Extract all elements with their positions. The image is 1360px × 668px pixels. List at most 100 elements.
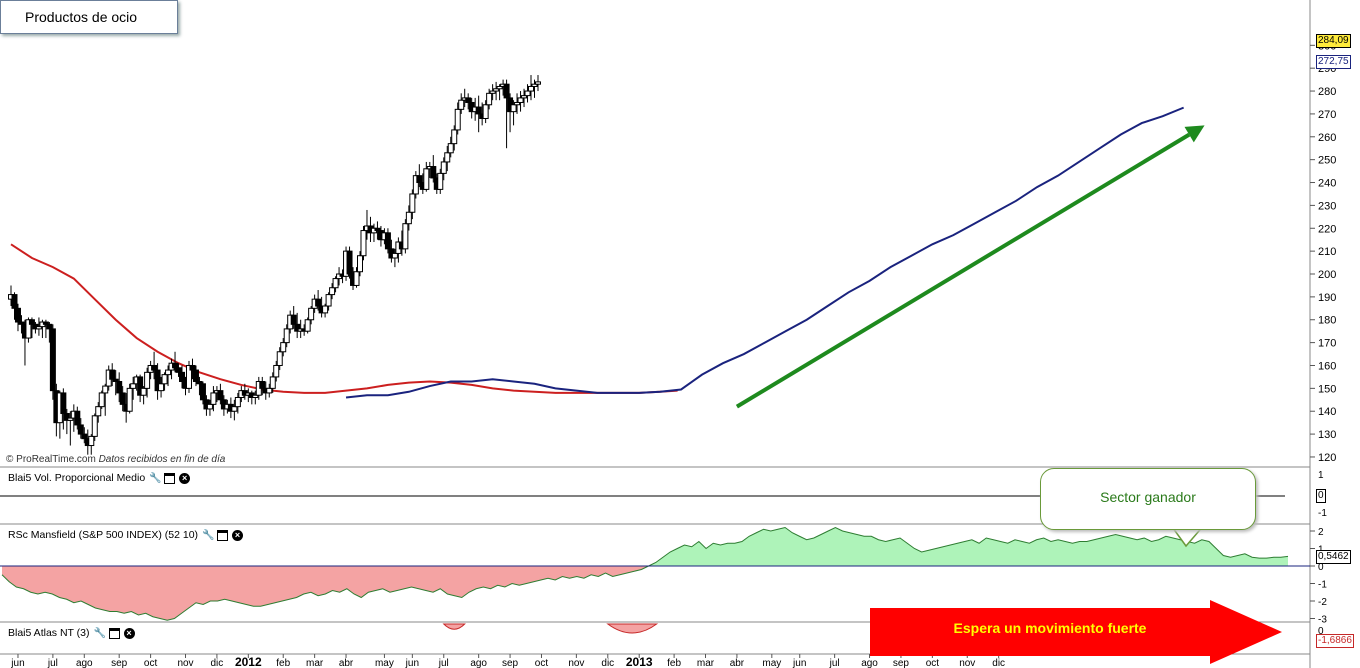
x-tick-label: 2013 bbox=[626, 655, 653, 668]
x-tick-label: dic bbox=[601, 658, 614, 668]
copyright-note: © ProRealTime.com Datos recibidos en fin… bbox=[6, 454, 225, 465]
x-tick-label: may bbox=[762, 658, 781, 668]
candle-body bbox=[315, 298, 322, 307]
vol-tick-bottom: -1 bbox=[1318, 508, 1327, 519]
candle-body bbox=[74, 410, 81, 426]
x-tick-label: jun bbox=[792, 658, 806, 668]
mansfield-tick-label: -1 bbox=[1318, 580, 1327, 591]
x-tick-label: ago bbox=[861, 658, 878, 668]
x-tick-label: oct bbox=[926, 658, 940, 668]
candle-body bbox=[329, 287, 336, 296]
candle-body bbox=[503, 83, 510, 99]
candle-body bbox=[374, 227, 381, 232]
wrench-icon[interactable]: 🔧 bbox=[93, 627, 106, 639]
y-tick-label: 160 bbox=[1318, 360, 1336, 372]
x-tick-label: 2012 bbox=[235, 655, 262, 668]
candle-body bbox=[266, 387, 273, 394]
y-tick-label: 230 bbox=[1318, 200, 1336, 212]
candle-body bbox=[25, 319, 32, 339]
close-icon[interactable]: × bbox=[232, 529, 244, 541]
candle-body bbox=[28, 319, 35, 325]
data-note: Datos recibidos en fin de día bbox=[98, 454, 226, 465]
wrench-icon[interactable]: 🔧 bbox=[149, 472, 162, 484]
candle-body bbox=[475, 106, 482, 115]
candle-body bbox=[402, 223, 409, 250]
candle-body bbox=[458, 99, 465, 110]
candle-body bbox=[412, 175, 419, 195]
atlas-last-value: -1,6866 bbox=[1316, 634, 1354, 648]
candle-body bbox=[360, 230, 367, 257]
y-tick-label: 240 bbox=[1318, 178, 1336, 190]
candle-body bbox=[430, 166, 437, 179]
close-icon[interactable]: × bbox=[179, 472, 191, 484]
candle-body bbox=[510, 104, 517, 113]
candle-body bbox=[531, 83, 538, 87]
red-arrow-shape bbox=[870, 600, 1282, 664]
x-tick-label: jul bbox=[47, 658, 58, 668]
y-tick-label: 180 bbox=[1318, 315, 1336, 327]
candle-body bbox=[489, 90, 496, 94]
y-tick-label: 170 bbox=[1318, 338, 1336, 350]
candle-body bbox=[217, 390, 224, 401]
candle-body bbox=[252, 394, 259, 399]
candle-body bbox=[521, 95, 528, 99]
candle-body bbox=[46, 323, 53, 330]
y-tick-label: 220 bbox=[1318, 223, 1336, 235]
candle-body bbox=[112, 378, 119, 382]
mansfield-tick-label: -2 bbox=[1318, 597, 1327, 608]
x-tick-label: feb bbox=[276, 658, 290, 668]
atlas-dip bbox=[606, 623, 659, 634]
y-tick-label: 120 bbox=[1318, 452, 1336, 464]
wrench-icon[interactable]: 🔧 bbox=[202, 529, 215, 541]
x-tick-label: jul bbox=[438, 658, 449, 668]
ma-price-tag: 272,75 bbox=[1316, 55, 1351, 69]
y-tick-label: 200 bbox=[1318, 269, 1336, 281]
panel-label-mansfield: RSc Mansfield (S&P 500 INDEX) (52 10) 🔧 … bbox=[8, 529, 244, 541]
candle-body bbox=[185, 364, 192, 389]
candle-body bbox=[283, 328, 290, 344]
candle-body bbox=[49, 328, 56, 392]
candle-body bbox=[409, 193, 416, 213]
candle-body bbox=[98, 392, 105, 408]
candle-body bbox=[210, 392, 217, 405]
candle-body bbox=[308, 307, 315, 321]
candle-body bbox=[528, 85, 535, 92]
y-tick-label: 190 bbox=[1318, 292, 1336, 304]
panel-label-volume: Blai5 Vol. Proporcional Medio 🔧 × bbox=[8, 472, 191, 484]
candle-body bbox=[276, 351, 283, 366]
x-tick-label: dic bbox=[211, 658, 224, 668]
candle-body bbox=[280, 342, 287, 353]
candle-body bbox=[234, 397, 241, 408]
candle-body bbox=[416, 175, 423, 184]
panel-label-atlas: Blai5 Atlas NT (3) 🔧 × bbox=[8, 627, 135, 639]
candle-body bbox=[42, 321, 49, 325]
x-tick-label: may bbox=[375, 658, 394, 668]
candle-body bbox=[259, 380, 266, 389]
mansfield-last-value: 0,5462 bbox=[1316, 550, 1351, 564]
candle-body bbox=[514, 101, 521, 106]
candle-body bbox=[130, 383, 137, 389]
x-tick-label: jun bbox=[10, 658, 24, 668]
candle-body bbox=[11, 294, 18, 309]
trend-arrow-line bbox=[735, 132, 1191, 409]
candle-body bbox=[346, 250, 353, 275]
candle-body bbox=[63, 413, 70, 421]
candle-body bbox=[154, 369, 161, 392]
window-icon[interactable] bbox=[164, 472, 176, 484]
candle-body bbox=[199, 383, 206, 401]
candle-body bbox=[391, 252, 398, 259]
candle-body bbox=[102, 385, 109, 394]
candle-body bbox=[405, 211, 412, 225]
window-icon[interactable] bbox=[217, 529, 229, 541]
mansfield-tick-label: 0 bbox=[1318, 562, 1324, 573]
window-icon[interactable] bbox=[108, 627, 120, 639]
candle-body bbox=[451, 129, 458, 145]
candle-body bbox=[126, 387, 133, 412]
close-icon[interactable]: × bbox=[123, 627, 135, 639]
bubble-text: Sector ganador bbox=[1100, 489, 1196, 505]
candle-body bbox=[161, 374, 168, 385]
candle-body bbox=[14, 307, 21, 323]
x-tick-label: nov bbox=[177, 658, 193, 668]
x-tick-label: jun bbox=[405, 658, 419, 668]
